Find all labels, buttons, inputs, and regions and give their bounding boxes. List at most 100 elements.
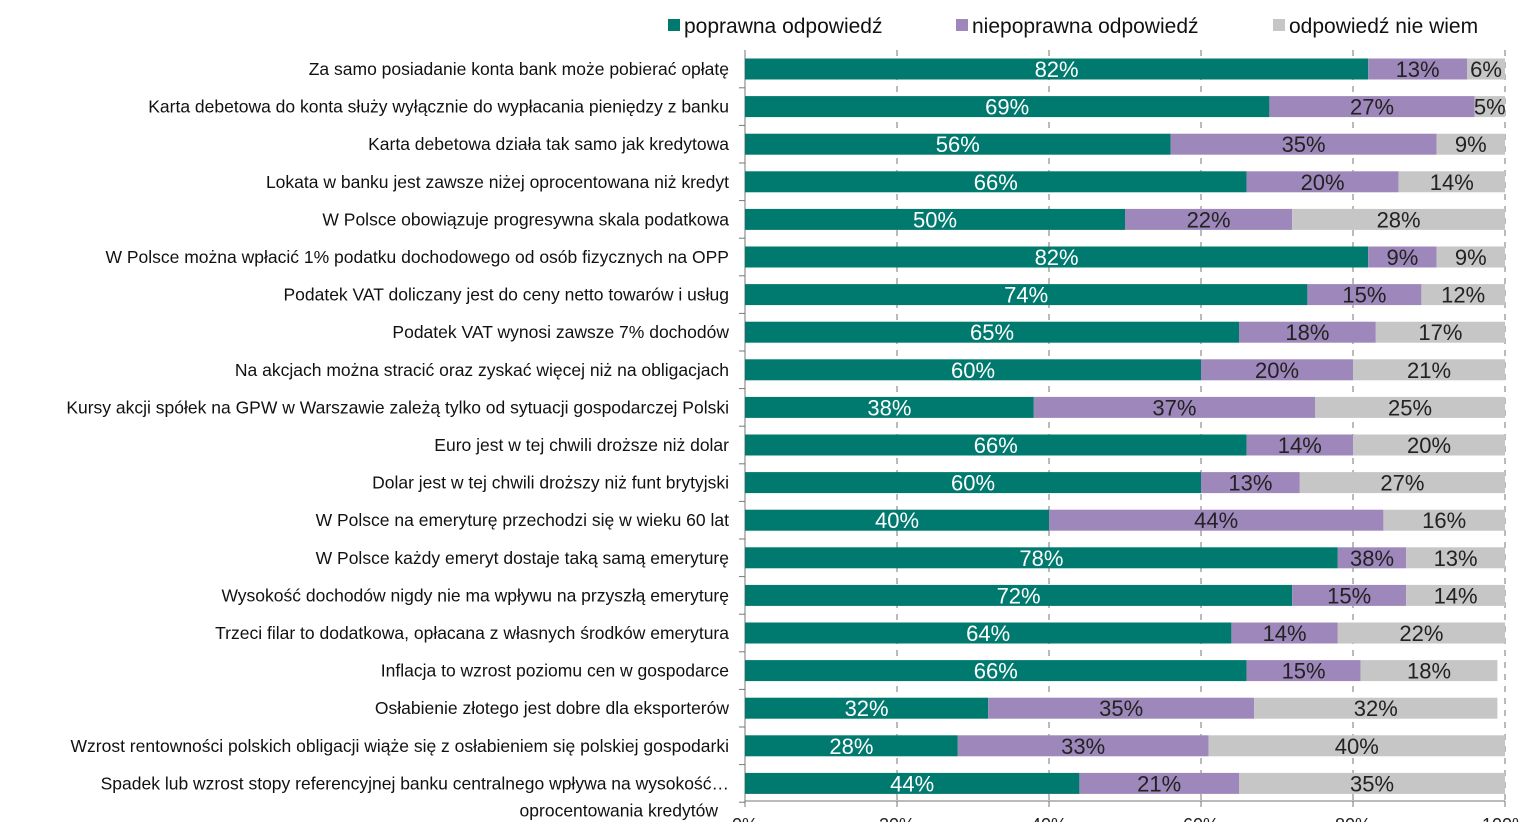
legend-swatch [956,19,968,31]
data-label: 22% [1187,207,1231,232]
bar-segment-dont-know [1292,208,1505,230]
data-label: 9% [1455,245,1487,270]
x-tick-label: 40% [1031,815,1067,822]
bar-segment-dont-know [1208,735,1505,757]
legend-label: niepoprawna odpowiedź [972,15,1199,38]
data-label: 65% [970,320,1014,345]
bar-segment-dont-know [1375,321,1505,343]
data-label: 14% [1263,621,1307,646]
data-label: 44% [890,771,934,796]
bar-segment-incorrect [1125,208,1293,230]
data-label: 5% [1474,95,1506,120]
data-label: 74% [1004,283,1048,308]
category-label: W Polsce każdy emeryt dostaje taką samą … [316,548,729,568]
bar-segment-dont-know [1353,359,1505,381]
data-label: 12% [1441,283,1485,308]
bar-segment-incorrect [1292,584,1407,606]
data-label: 18% [1285,320,1329,345]
category-label: Podatek VAT doliczany jest do ceny netto… [283,285,729,305]
data-label: 33% [1061,734,1105,759]
bar-segment-correct [745,208,1125,230]
data-label: 18% [1407,659,1451,684]
data-label: 28% [829,734,873,759]
bar-segment-incorrect [1033,396,1315,418]
category-label: Karta debetowa do konta służy wyłącznie … [148,97,729,117]
bar-segment-correct [745,434,1247,456]
bar-segment-dont-know [1398,171,1505,193]
category-label: Osłabienie złotego jest dobre dla ekspor… [375,698,729,718]
bar-segment-dont-know [1406,584,1505,606]
bar-segment-correct [745,660,1247,682]
category-label: Dolar jest w tej chwili droższy niż funt… [372,473,729,493]
data-label: 35% [1282,132,1326,157]
data-label: 69% [985,95,1029,120]
data-label: 14% [1430,170,1474,195]
bar-segment-dont-know [1254,697,1498,719]
data-label: 72% [997,583,1041,608]
x-tick-label: 100% [1482,815,1521,822]
x-tick-label: 20% [879,815,915,822]
bar-segment-dont-know [1421,284,1505,306]
data-label: 6% [1470,57,1502,82]
x-tick-label: 60% [1183,815,1219,822]
data-label: 60% [951,358,995,383]
bar-segment-incorrect [1307,284,1422,306]
category-label: Wysokość dochodów nigdy nie ma wpływu na… [221,585,729,605]
data-label: 82% [1035,57,1079,82]
bar-segment-correct [745,735,958,757]
data-label: 38% [867,395,911,420]
bar-segment-incorrect [1246,660,1361,682]
bar-segment-incorrect [1368,58,1467,80]
data-label: 60% [951,471,995,496]
data-label: 17% [1418,320,1462,345]
bar-segment-correct [745,697,989,719]
data-label: 20% [1301,170,1345,195]
bar-segment-dont-know [1239,772,1505,794]
data-label: 13% [1396,57,1440,82]
x-tick-label: 80% [1335,815,1371,822]
bar-segment-correct [745,396,1034,418]
category-label: W Polsce obowiązuje progresywna skala po… [322,209,729,229]
category-label: W Polsce na emeryturę przechodzi się w w… [316,510,730,530]
bar-segment-incorrect [957,735,1209,757]
data-label: 66% [974,659,1018,684]
data-label: 35% [1099,696,1143,721]
bar-segment-dont-know [1353,434,1505,456]
category-label: Kursy akcji spółek na GPW w Warszawie za… [66,397,729,417]
data-label: 82% [1035,245,1079,270]
data-label: 38% [1350,546,1394,571]
bar-segment-incorrect [1049,509,1384,531]
data-label: 14% [1278,433,1322,458]
category-label: Wzrost rentowności polskich obligacji wi… [71,736,730,756]
bar-segment-correct [745,284,1308,306]
data-label: 35% [1350,771,1394,796]
bar-segment-correct [745,171,1247,193]
bar-segment-incorrect [1368,246,1437,268]
data-label: 22% [1399,621,1443,646]
legend-swatch [1273,19,1285,31]
data-label: 78% [1019,546,1063,571]
bar-segment-incorrect [1170,133,1437,155]
bar-segment-incorrect [988,697,1255,719]
bar-segment-incorrect [1337,547,1407,569]
x-tick-label: 0% [732,815,758,822]
bar-segment-correct [745,359,1201,381]
data-label: 9% [1387,245,1419,270]
bar-segment-dont-know [1315,396,1505,418]
data-label: 40% [875,508,919,533]
bar-segment-dont-know [1383,509,1505,531]
bar-segment-incorrect [1231,622,1338,644]
category-label: Za samo posiadanie konta bank może pobie… [309,59,729,79]
data-label: 13% [1228,471,1272,496]
data-label: 32% [845,696,889,721]
bar-segment-correct [745,584,1293,606]
bar-segment-dont-know [1406,547,1505,569]
bar-segment-correct [745,96,1270,118]
bar-segment-dont-know [1337,622,1505,644]
category-label: Karta debetowa działa tak samo jak kredy… [368,134,729,154]
data-label: 32% [1354,696,1398,721]
data-label: 37% [1152,395,1196,420]
data-label: 15% [1282,659,1326,684]
bar-segment-correct [745,246,1369,268]
bar-segment-dont-know [1467,58,1505,80]
